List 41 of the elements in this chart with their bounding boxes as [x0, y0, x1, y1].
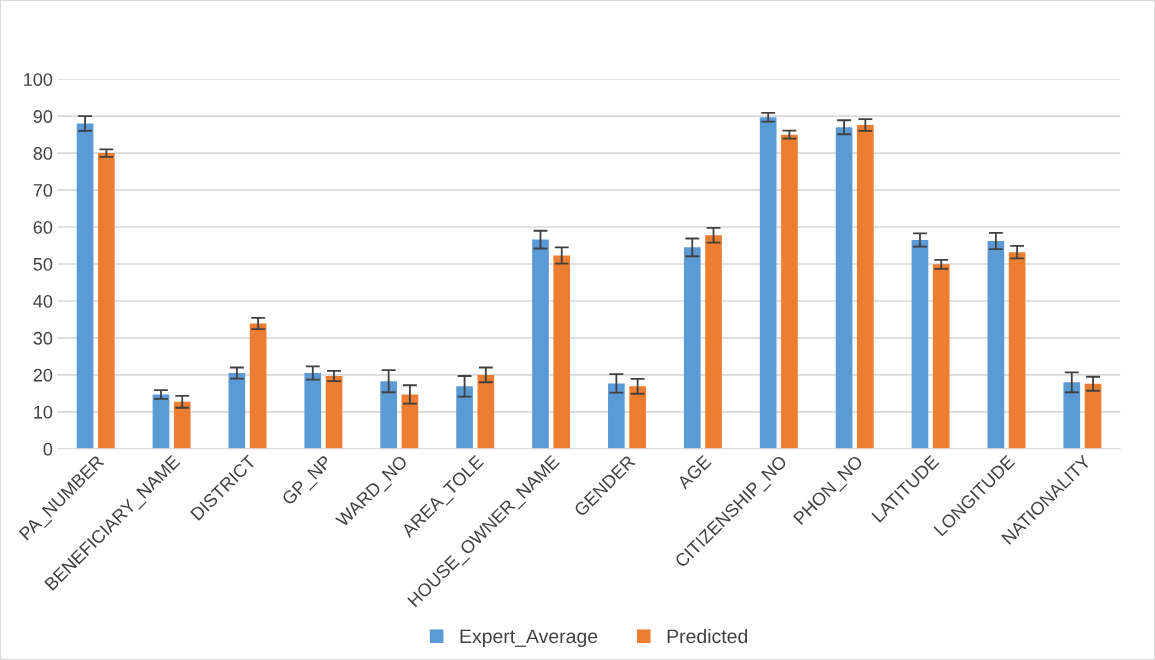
bar: [304, 373, 322, 449]
y-tick-label: 60: [33, 220, 53, 234]
bar: [1084, 383, 1102, 449]
bar: [608, 383, 625, 449]
bar: [477, 374, 495, 449]
y-tick-label: 90: [33, 110, 53, 123]
bar: [856, 125, 874, 449]
bar: [987, 241, 1005, 449]
bar: [401, 394, 419, 449]
y-tick-label: 50: [33, 257, 53, 271]
y-tick-label: 10: [34, 405, 53, 419]
bar: [835, 127, 853, 449]
bar: [249, 323, 267, 449]
bar: [380, 381, 398, 449]
bar: [759, 117, 777, 449]
y-tick-label: 100: [24, 73, 53, 86]
bar: [152, 394, 170, 449]
legend-label: Predicted: [667, 628, 748, 644]
bar: [325, 375, 343, 449]
bar: [76, 123, 94, 449]
bar: [911, 239, 929, 449]
legend-label: Expert_Average: [460, 629, 598, 648]
bar: [532, 239, 549, 449]
bar: [173, 401, 191, 449]
y-tick-label: 70: [33, 184, 53, 197]
bar: [1008, 252, 1026, 449]
bar: [629, 386, 646, 449]
bar: [683, 247, 701, 449]
y-tick-label: 40: [33, 294, 53, 308]
y-tick-label: 80: [33, 147, 53, 160]
bar: [705, 235, 722, 449]
y-tick-label: 0: [43, 442, 53, 456]
bar: [97, 153, 115, 449]
bar: [456, 386, 473, 449]
y-tick-label: 30: [33, 331, 53, 345]
bar: [781, 134, 798, 449]
bar: [228, 373, 246, 449]
bar: [932, 264, 950, 449]
bar: [553, 255, 571, 449]
bar: [1063, 382, 1081, 449]
y-tick-label: 20: [33, 368, 53, 382]
